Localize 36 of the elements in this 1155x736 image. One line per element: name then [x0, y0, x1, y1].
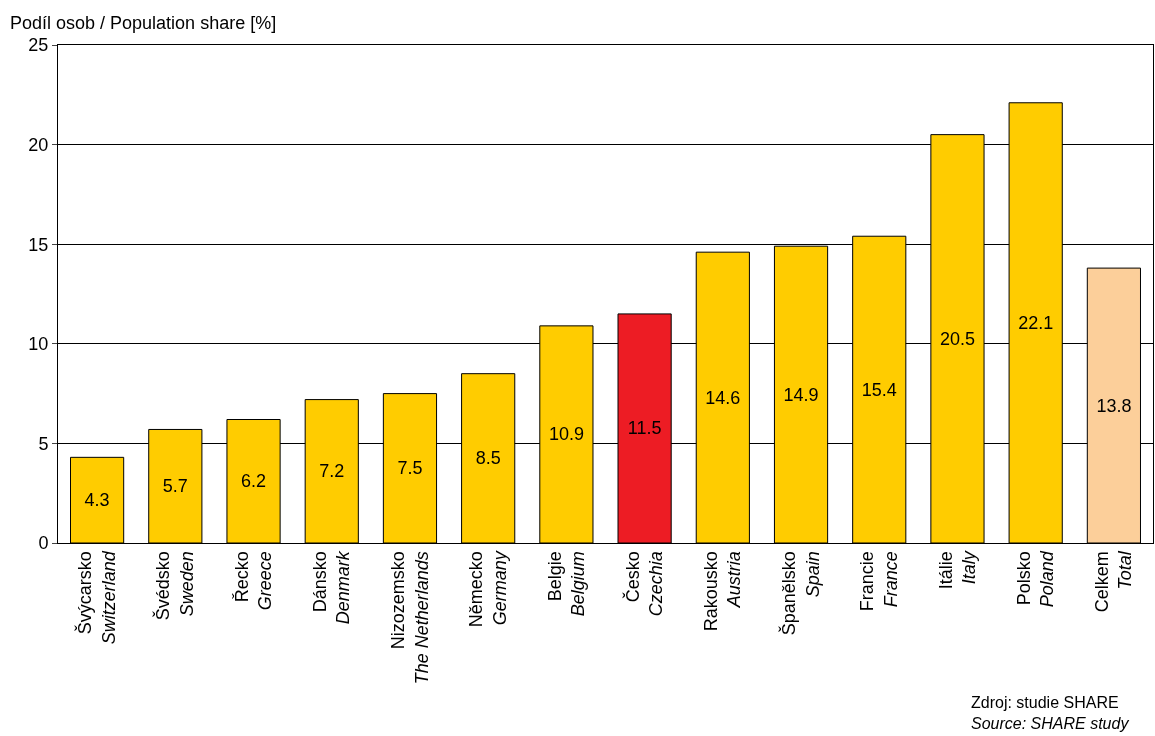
data-label: 14.9	[783, 384, 819, 405]
x-tick-label: Dánsko Denmark	[309, 550, 354, 625]
y-axis-title: Podíl osob / Population share [%]	[10, 13, 277, 33]
y-tick-label: 25	[28, 35, 49, 56]
x-tick-label: Španělsko Spain	[778, 551, 823, 636]
data-label: 4.3	[84, 490, 110, 511]
data-label: 22.1	[1018, 312, 1054, 333]
text: Zdroj: studie SHARE Source: SHARE study	[971, 694, 1130, 732]
data-label: 11.5	[627, 418, 662, 439]
data-label: 10.9	[548, 424, 584, 445]
data-label: 13.8	[1096, 395, 1132, 416]
y-tick-label: 5	[38, 433, 49, 454]
x-tick-label: Rakousko Austria	[700, 551, 745, 632]
y-tick-label: 10	[28, 334, 49, 355]
data-label: 8.5	[475, 448, 501, 469]
data-label: 14.6	[705, 387, 741, 408]
x-tick-label: Česko Czechia	[621, 551, 667, 617]
x-tick-label: Itálie Italy	[935, 550, 980, 590]
data-label: 5.7	[162, 476, 188, 497]
y-tick-label: 15	[28, 234, 49, 255]
x-tick-label: Belgie Belgium	[544, 551, 588, 617]
data-label: 7.5	[397, 458, 423, 479]
x-tick-label: Nizozemsko The Netherlands	[388, 551, 432, 685]
x-tick-label: Německo Germany	[466, 550, 510, 628]
x-tick-label: Celkem Total	[1092, 550, 1136, 613]
x-tick-label: Francie France	[857, 551, 901, 612]
data-label: 7.2	[319, 461, 345, 482]
data-label: 20.5	[939, 328, 975, 349]
y-tick-label: 20	[28, 134, 49, 155]
y-tick-label: 0	[38, 533, 49, 554]
x-tick-label: Polsko Poland	[1013, 550, 1058, 608]
x-tick-label: Švédsko Sweden	[152, 551, 197, 621]
x-tick-label: Švýcarsko Switzerland	[74, 550, 119, 645]
data-label: 6.2	[241, 471, 267, 492]
x-tick-label: Řecko Greece	[231, 551, 276, 611]
data-label: 15.4	[861, 379, 897, 400]
